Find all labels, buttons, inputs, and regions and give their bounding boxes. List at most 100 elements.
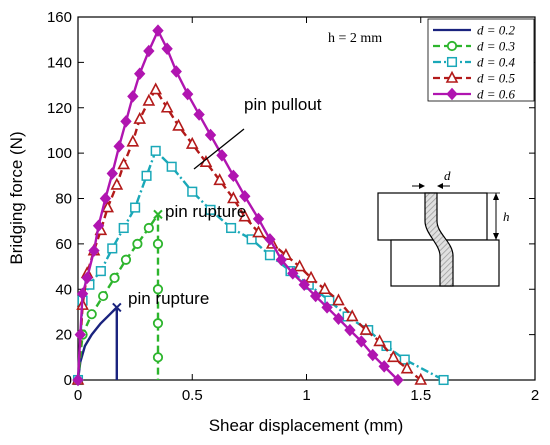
data-point-d-0-4 [399, 354, 410, 365]
data-point-d-0-6 [74, 328, 86, 341]
x-tick-label: 0 [74, 387, 82, 404]
inset-d-label: d [444, 168, 451, 183]
legend-label-d-0-3: d = 0.3 [477, 39, 516, 54]
series-group [71, 24, 449, 387]
data-point-d-0-5 [101, 200, 115, 213]
data-point-d-0-4 [438, 374, 449, 386]
data-point-d-0-6 [392, 373, 404, 387]
data-point-d-0-4 [226, 222, 237, 234]
data-point-d-0-4 [141, 170, 152, 181]
legend-items: d = 0.2d = 0.3d = 0.4d = 0.5d = 0.6 [433, 23, 516, 102]
x-tick-label: 1 [302, 387, 310, 404]
data-point-d-0-6 [134, 67, 146, 80]
data-point-d-0-6 [92, 219, 105, 232]
legend-marker-d-0-5 [445, 70, 459, 83]
data-point-d-0-4 [264, 250, 275, 261]
data-point-d-0-3 [109, 272, 120, 284]
data-point-d-0-6 [152, 24, 164, 37]
data-point-d-0-6 [287, 267, 299, 280]
inset-d-arrowhead-right [437, 183, 443, 189]
data-point-d-0-4 [246, 234, 257, 245]
legend-marker-d-0-6 [446, 87, 458, 101]
data-point-d-0-5 [126, 134, 140, 147]
data-point-d-0-6 [332, 312, 345, 325]
y-tick-label: 120 [47, 100, 72, 117]
annotation-pullout-pointer [193, 128, 245, 170]
data-point-d-0-3 [143, 222, 154, 234]
annotation-pin-pullout: pin pullout [244, 95, 322, 114]
data-point-d-0-4 [150, 145, 161, 156]
data-point-d-0-6 [88, 244, 100, 257]
legend-marker-d-0-3 [446, 40, 458, 52]
data-point-d-0-6 [252, 212, 265, 226]
series-d-0-2 [76, 302, 122, 381]
legend-box [427, 18, 535, 102]
data-point-d-0-4 [166, 161, 177, 172]
data-point-d-0-5 [400, 361, 414, 374]
data-point-d-0-6 [344, 323, 356, 337]
x-tick-label: 0.5 [182, 387, 203, 404]
data-point-d-0-5 [414, 372, 428, 385]
data-point-d-0-6 [76, 287, 89, 301]
x-tick-label: 1.5 [410, 387, 431, 404]
data-point-d-0-5 [213, 173, 226, 186]
data-point-d-0-5 [332, 293, 345, 306]
data-point-d-0-5 [149, 82, 163, 95]
data-point-d-0-6 [355, 335, 368, 348]
data-point-d-0-5 [117, 157, 131, 170]
data-point-d-0-6 [264, 233, 276, 246]
data-point-d-0-4 [130, 202, 141, 213]
data-point-d-0-6 [193, 108, 205, 121]
series-line-d-0-3 [76, 213, 160, 381]
data-point-d-0-5 [142, 93, 156, 106]
data-point-d-0-6 [227, 169, 240, 183]
y-tick-label: 0 [64, 372, 72, 389]
y-tick-label: 80 [55, 191, 72, 208]
data-point-d-0-6 [298, 278, 310, 291]
legend: d = 0.2d = 0.3d = 0.4d = 0.5d = 0.6 [427, 18, 535, 102]
data-point-d-0-3 [86, 309, 97, 320]
data-point-d-0-5 [133, 111, 147, 124]
data-point-d-0-3 [132, 238, 143, 249]
y-tick-label: 160 [47, 9, 72, 26]
data-point-d-0-5 [387, 350, 400, 363]
data-point-d-0-6 [161, 42, 173, 56]
data-point-d-0-5 [373, 334, 386, 347]
parameter-label: h = 2 mm [328, 31, 382, 46]
data-point-d-0-6 [99, 192, 112, 205]
rupture-marker-d-0-2 [112, 302, 122, 313]
data-point-d-0-6 [239, 189, 251, 203]
series-d-0-3 [72, 209, 164, 386]
y-tick-label: 20 [55, 327, 72, 344]
data-point-d-0-3 [152, 238, 164, 249]
data-point-d-0-6 [378, 360, 390, 373]
annotation-pin-rupture-upper: pin rupture [165, 202, 246, 221]
y-tick-label: 40 [55, 281, 72, 298]
data-point-d-0-4 [95, 266, 106, 277]
data-point-d-0-4 [187, 186, 198, 197]
annotation-pin-rupture-lower: pin rupture [128, 289, 209, 308]
data-point-d-0-6 [72, 373, 84, 387]
data-point-d-0-3 [98, 290, 109, 302]
rupture-marker-d-0-3 [153, 209, 163, 220]
data-point-d-0-6 [275, 253, 288, 266]
data-point-d-0-5 [172, 118, 185, 131]
data-point-d-0-6 [204, 128, 217, 142]
data-point-d-0-5 [359, 322, 373, 335]
data-point-d-0-5 [345, 309, 359, 322]
y-tick-label: 100 [47, 145, 72, 162]
inset-h-label: h [503, 209, 510, 224]
data-point-d-0-5 [227, 191, 240, 204]
data-point-d-0-5 [185, 136, 199, 149]
data-point-d-0-5 [238, 209, 252, 222]
data-point-d-0-5 [160, 100, 174, 113]
data-point-d-0-6 [182, 87, 194, 101]
data-point-d-0-6 [170, 65, 182, 78]
inset-h-arrowhead-bottom [493, 233, 499, 240]
data-point-d-0-6 [216, 149, 228, 162]
data-point-d-0-6 [120, 115, 132, 128]
data-point-d-0-4 [107, 243, 118, 254]
data-point-d-0-4 [118, 222, 129, 234]
y-tick-label: 60 [55, 236, 72, 253]
data-point-d-0-5 [110, 177, 124, 190]
